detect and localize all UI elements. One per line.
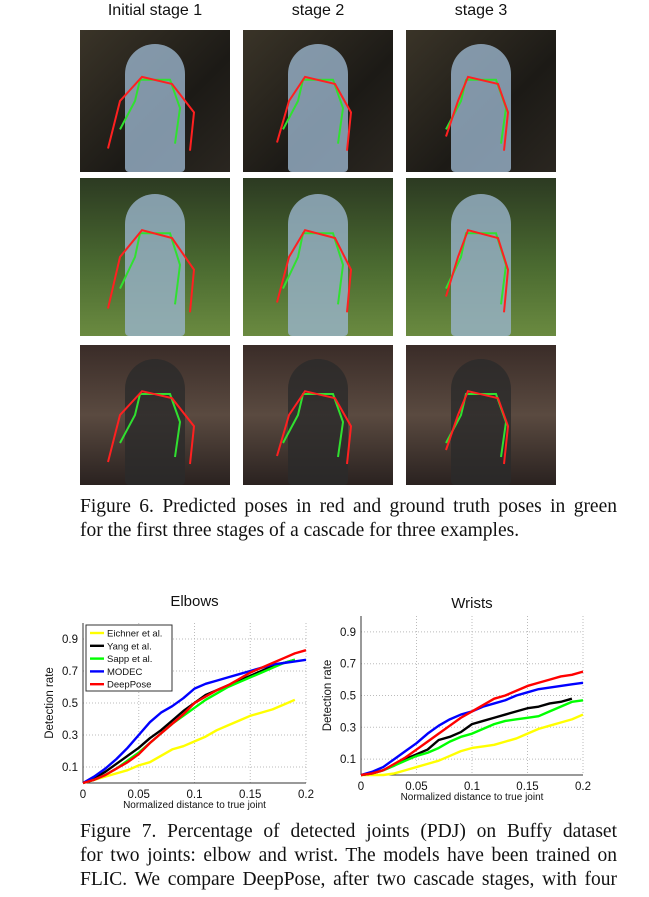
x-tick-label: 0.1 [464, 781, 480, 793]
pose-skeleton [276, 228, 353, 313]
x-axis-label: Normalized distance to true joint [123, 800, 266, 810]
person-figure [451, 359, 511, 485]
pose-skeleton [107, 75, 196, 151]
person-figure [288, 44, 348, 172]
person-figure [125, 193, 185, 336]
pose-photo [243, 178, 393, 336]
y-tick-label: 0.3 [340, 722, 356, 734]
pose-photo [406, 178, 556, 336]
x-tick-label: 0.05 [405, 781, 427, 793]
column-label-stage-2: stage 2 [291, 2, 345, 19]
x-axis-label: Normalized distance to true joint [401, 792, 544, 803]
pose-skeleton [445, 228, 510, 313]
y-tick-label: 0.1 [340, 754, 356, 766]
series-line-eichner-et-al- [82, 698, 296, 785]
person-figure [125, 44, 185, 172]
caption-line: Figure 7. Percentage of detected joints … [80, 821, 617, 842]
person-figure [288, 359, 348, 485]
chart-title: Elbows [170, 593, 218, 610]
legend-label: Eichner et al. [107, 629, 162, 640]
person-figure [451, 44, 511, 172]
caption-line: for the first three stages of a cascade … [80, 520, 520, 541]
pose-photo [243, 345, 393, 485]
pose-photo [406, 30, 556, 172]
pose-skeleton [276, 390, 353, 465]
figure-7-caption: Figure 7. Percentage of detected joints … [80, 820, 617, 892]
series-line-4 [360, 670, 584, 777]
y-tick-label: 0.1 [62, 762, 78, 774]
pose-photo [80, 345, 230, 485]
y-tick-label: 0.9 [62, 634, 78, 646]
series-line-deeppose [82, 649, 307, 785]
legend-label: MODEC [107, 667, 143, 678]
person-figure [288, 193, 348, 336]
legend-label: DeepPose [107, 680, 151, 691]
caption-line: FLIC. We compare DeepPose, after two cas… [80, 869, 617, 890]
legend-label: Yang et al. [107, 641, 152, 652]
pose-skeleton [445, 75, 510, 151]
x-tick-label: 0.2 [298, 789, 314, 801]
wrists-chart: 0 0.05 0.1 0.15 0.2 0.1 0.3 0.5 0.7 0.9 Wrists Norm… [322, 595, 591, 803]
pose-photo [80, 178, 230, 336]
x-tick-label: 0.2 [575, 781, 591, 793]
figure-6-caption: Figure 6. Predicted poses in red and gro… [80, 495, 617, 543]
pose-photo [406, 345, 556, 485]
column-label-stage-3: stage 3 [454, 2, 508, 19]
pose-photo [80, 30, 230, 172]
pose-skeleton [276, 75, 353, 151]
y-tick-label: 0.7 [62, 666, 78, 678]
series-line-0 [361, 713, 584, 777]
y-tick-label: 0.5 [340, 691, 356, 703]
y-tick-label: 0.9 [340, 627, 356, 639]
legend-label: Sapp et al. [107, 654, 152, 665]
y-tick-label: 0.5 [62, 698, 78, 710]
y-axis-label: Detection rate [44, 667, 56, 739]
pose-photo [243, 30, 393, 172]
x-tick-label: 0.15 [516, 781, 538, 793]
x-tick-label: 0.15 [239, 789, 261, 801]
x-tick-label: 0 [358, 781, 364, 793]
caption-line: for two joints: elbow and wrist. The mod… [80, 845, 617, 866]
elbows-chart: 0 0.05 0.1 0.15 0.2 0.1 0.3 0.5 0.7 0.9 Elbows Norm… [44, 593, 314, 810]
pose-skeleton [107, 390, 196, 465]
series-line-2 [360, 699, 584, 777]
caption-line: Figure 6. Predicted poses in red and gro… [80, 496, 617, 517]
column-label-stage-1: Initial stage 1 [107, 2, 203, 19]
person-figure [125, 359, 185, 485]
pose-skeleton [107, 229, 196, 313]
person-figure [451, 193, 511, 336]
y-tick-label: 0.7 [340, 659, 356, 671]
x-tick-label: 0.05 [128, 789, 150, 801]
x-tick-label: 0.1 [187, 789, 203, 801]
pose-skeleton [445, 390, 510, 465]
x-tick-label: 0 [80, 789, 86, 801]
series-line-3 [360, 681, 584, 777]
chart-title: Wrists [451, 595, 492, 612]
y-tick-label: 0.3 [62, 730, 78, 742]
y-axis-label: Detection rate [322, 660, 334, 732]
